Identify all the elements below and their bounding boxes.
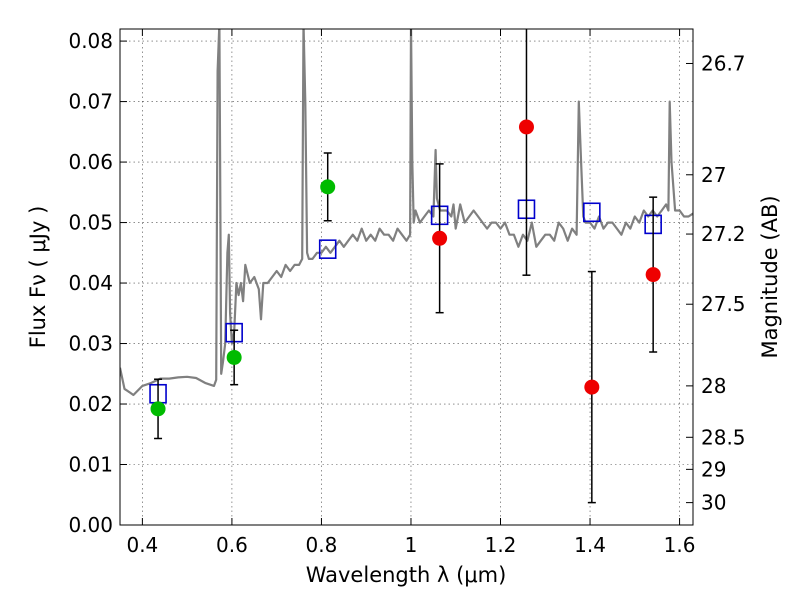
grid-lines: [120, 29, 693, 525]
right-tick-label: 26.7: [701, 51, 746, 75]
right-tick-label: 30: [701, 491, 726, 515]
y-tick-label: 0.04: [68, 271, 113, 295]
right-tick-label: 28.5: [701, 425, 746, 449]
y-tick-label: 0.02: [68, 392, 113, 416]
x-tick-label: 1: [405, 533, 418, 557]
plot-frame: [120, 29, 693, 525]
x-tick-label: 0.6: [216, 533, 248, 557]
y-tick-label: 0.07: [68, 90, 113, 114]
axes: 0.4 0.6 0.8 1 1.2 1.4 1.6 0.00 0.01 0.02 0.03 0.04 0…: [68, 29, 745, 557]
y-tick-label: 0.08: [68, 29, 113, 53]
right-tick-label: 28: [701, 374, 726, 398]
spectrum-line: [120, 23, 693, 395]
right-axis-label: Magnitude (AB): [758, 195, 782, 358]
red-detection-point: [432, 231, 447, 246]
y-tick-label: 0.06: [68, 150, 113, 174]
y-tick-label: 0.01: [68, 453, 113, 477]
x-tick-label: 1.2: [485, 533, 517, 557]
flux-chart: 0.4 0.6 0.8 1 1.2 1.4 1.6 0.00 0.01 0.02 0.03 0.04 0…: [0, 0, 800, 600]
x-axis-label: Wavelength λ (μm): [306, 563, 507, 587]
x-tick-label: 1.4: [574, 533, 606, 557]
x-tick-label: 1.6: [664, 533, 696, 557]
right-tick-label: 27.5: [701, 292, 746, 316]
red-detection-point: [646, 267, 661, 282]
right-tick-label: 27.2: [701, 222, 746, 246]
y-tick-label: 0.03: [68, 332, 113, 356]
right-tick-label: 27: [701, 163, 726, 187]
red-detection-point: [584, 380, 599, 395]
x-tick-label: 0.8: [306, 533, 338, 557]
green-detection-point: [227, 350, 242, 365]
right-tick-label: 29: [701, 457, 726, 481]
green-detection-point: [320, 179, 335, 194]
red-detection-point: [519, 119, 534, 134]
x-tick-label: 0.4: [126, 533, 158, 557]
y-tick-label: 0.00: [68, 513, 113, 537]
y-tick-label: 0.05: [68, 211, 113, 235]
plot-area: [120, 23, 693, 395]
y-axis-label: Flux Fν ( μJy ): [26, 206, 50, 349]
green-detection-point: [151, 401, 166, 416]
